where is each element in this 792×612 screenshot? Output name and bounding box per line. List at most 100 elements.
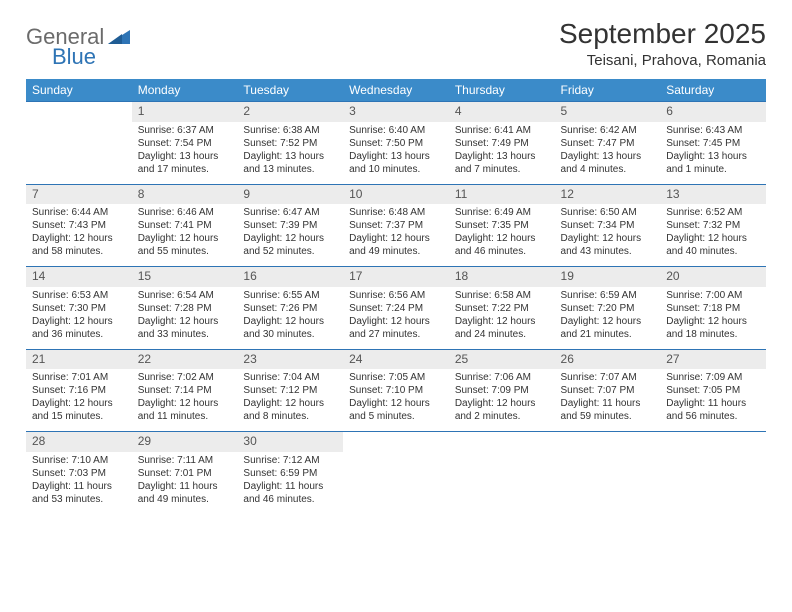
calendar-day-cell: 5Sunrise: 6:42 AMSunset: 7:47 PMDaylight… — [555, 101, 661, 184]
sunset-text: Sunset: 7:54 PM — [138, 137, 232, 150]
daylight-line2: and 52 minutes. — [243, 245, 337, 258]
daylight-line1: Daylight: 12 hours — [243, 315, 337, 328]
daylight-line2: and 59 minutes. — [561, 410, 655, 423]
day-details: Sunrise: 7:06 AMSunset: 7:09 PMDaylight:… — [449, 369, 555, 431]
calendar-day-cell: 6Sunrise: 6:43 AMSunset: 7:45 PMDaylight… — [660, 101, 766, 184]
calendar-body: 1Sunrise: 6:37 AMSunset: 7:54 PMDaylight… — [26, 101, 766, 514]
calendar-day-cell: 16Sunrise: 6:55 AMSunset: 7:26 PMDayligh… — [237, 266, 343, 349]
sunrise-text: Sunrise: 6:54 AM — [138, 289, 232, 302]
day-details: Sunrise: 7:09 AMSunset: 7:05 PMDaylight:… — [660, 369, 766, 431]
daylight-line1: Daylight: 13 hours — [138, 150, 232, 163]
sunrise-text: Sunrise: 7:05 AM — [349, 371, 443, 384]
day-number: 29 — [132, 431, 238, 452]
calendar-week-row: 7Sunrise: 6:44 AMSunset: 7:43 PMDaylight… — [26, 184, 766, 267]
sunrise-text: Sunrise: 6:55 AM — [243, 289, 337, 302]
day-details: Sunrise: 6:55 AMSunset: 7:26 PMDaylight:… — [237, 287, 343, 349]
day-details: Sunrise: 6:58 AMSunset: 7:22 PMDaylight:… — [449, 287, 555, 349]
calendar-day-cell: 30Sunrise: 7:12 AMSunset: 6:59 PMDayligh… — [237, 431, 343, 514]
day-details: Sunrise: 7:01 AMSunset: 7:16 PMDaylight:… — [26, 369, 132, 431]
daylight-line1: Daylight: 12 hours — [349, 397, 443, 410]
sunrise-text: Sunrise: 7:10 AM — [32, 454, 126, 467]
daylight-line1: Daylight: 12 hours — [32, 232, 126, 245]
day-details: Sunrise: 7:05 AMSunset: 7:10 PMDaylight:… — [343, 369, 449, 431]
daylight-line1: Daylight: 12 hours — [138, 315, 232, 328]
sunset-text: Sunset: 7:05 PM — [666, 384, 760, 397]
daylight-line2: and 1 minute. — [666, 163, 760, 176]
daylight-line1: Daylight: 12 hours — [349, 315, 443, 328]
daylight-line2: and 58 minutes. — [32, 245, 126, 258]
calendar-day-cell: 13Sunrise: 6:52 AMSunset: 7:32 PMDayligh… — [660, 184, 766, 267]
daylight-line1: Daylight: 11 hours — [666, 397, 760, 410]
day-details: Sunrise: 6:48 AMSunset: 7:37 PMDaylight:… — [343, 204, 449, 266]
day-details: Sunrise: 6:38 AMSunset: 7:52 PMDaylight:… — [237, 122, 343, 184]
sunset-text: Sunset: 7:39 PM — [243, 219, 337, 232]
day-details: Sunrise: 6:53 AMSunset: 7:30 PMDaylight:… — [26, 287, 132, 349]
weekday-header: Friday — [555, 79, 661, 101]
sunset-text: Sunset: 7:20 PM — [561, 302, 655, 315]
sunset-text: Sunset: 7:52 PM — [243, 137, 337, 150]
daylight-line1: Daylight: 12 hours — [455, 397, 549, 410]
day-number: 30 — [237, 431, 343, 452]
sunset-text: Sunset: 7:45 PM — [666, 137, 760, 150]
calendar-day-cell: 20Sunrise: 7:00 AMSunset: 7:18 PMDayligh… — [660, 266, 766, 349]
daylight-line1: Daylight: 12 hours — [138, 232, 232, 245]
calendar-day-cell — [449, 431, 555, 514]
calendar-day-cell: 22Sunrise: 7:02 AMSunset: 7:14 PMDayligh… — [132, 349, 238, 432]
day-details: Sunrise: 6:49 AMSunset: 7:35 PMDaylight:… — [449, 204, 555, 266]
weekday-header: Saturday — [660, 79, 766, 101]
daylight-line2: and 33 minutes. — [138, 328, 232, 341]
calendar-day-cell: 2Sunrise: 6:38 AMSunset: 7:52 PMDaylight… — [237, 101, 343, 184]
daylight-line1: Daylight: 13 hours — [243, 150, 337, 163]
sunset-text: Sunset: 7:03 PM — [32, 467, 126, 480]
daylight-line2: and 18 minutes. — [666, 328, 760, 341]
daylight-line1: Daylight: 12 hours — [666, 315, 760, 328]
day-details: Sunrise: 6:56 AMSunset: 7:24 PMDaylight:… — [343, 287, 449, 349]
sunrise-text: Sunrise: 6:48 AM — [349, 206, 443, 219]
sunset-text: Sunset: 7:07 PM — [561, 384, 655, 397]
calendar-day-cell: 21Sunrise: 7:01 AMSunset: 7:16 PMDayligh… — [26, 349, 132, 432]
day-details: Sunrise: 6:40 AMSunset: 7:50 PMDaylight:… — [343, 122, 449, 184]
title-block: September 2025 Teisani, Prahova, Romania — [559, 18, 766, 69]
sunset-text: Sunset: 7:16 PM — [32, 384, 126, 397]
day-number: 23 — [237, 349, 343, 370]
brand-part2: Blue — [52, 44, 96, 70]
weekday-header: Wednesday — [343, 79, 449, 101]
calendar-day-cell: 10Sunrise: 6:48 AMSunset: 7:37 PMDayligh… — [343, 184, 449, 267]
day-details: Sunrise: 7:00 AMSunset: 7:18 PMDaylight:… — [660, 287, 766, 349]
daylight-line2: and 5 minutes. — [349, 410, 443, 423]
location-text: Teisani, Prahova, Romania — [559, 52, 766, 69]
calendar-day-cell — [555, 431, 661, 514]
day-number: 21 — [26, 349, 132, 370]
sunrise-text: Sunrise: 7:09 AM — [666, 371, 760, 384]
day-number: 24 — [343, 349, 449, 370]
sunset-text: Sunset: 7:35 PM — [455, 219, 549, 232]
day-details: Sunrise: 6:46 AMSunset: 7:41 PMDaylight:… — [132, 204, 238, 266]
calendar-week-row: 21Sunrise: 7:01 AMSunset: 7:16 PMDayligh… — [26, 349, 766, 432]
sunset-text: Sunset: 7:43 PM — [32, 219, 126, 232]
calendar-day-cell: 9Sunrise: 6:47 AMSunset: 7:39 PMDaylight… — [237, 184, 343, 267]
calendar-day-cell: 1Sunrise: 6:37 AMSunset: 7:54 PMDaylight… — [132, 101, 238, 184]
daylight-line1: Daylight: 11 hours — [138, 480, 232, 493]
day-details: Sunrise: 6:47 AMSunset: 7:39 PMDaylight:… — [237, 204, 343, 266]
daylight-line2: and 15 minutes. — [32, 410, 126, 423]
calendar-day-cell: 17Sunrise: 6:56 AMSunset: 7:24 PMDayligh… — [343, 266, 449, 349]
daylight-line1: Daylight: 12 hours — [243, 397, 337, 410]
sunrise-text: Sunrise: 7:02 AM — [138, 371, 232, 384]
calendar-table: SundayMondayTuesdayWednesdayThursdayFrid… — [26, 79, 766, 514]
weekday-header: Tuesday — [237, 79, 343, 101]
daylight-line2: and 36 minutes. — [32, 328, 126, 341]
logo-mark-icon — [108, 24, 130, 50]
daylight-line2: and 10 minutes. — [349, 163, 443, 176]
daylight-line2: and 43 minutes. — [561, 245, 655, 258]
calendar-day-cell — [660, 431, 766, 514]
day-number: 18 — [449, 266, 555, 287]
sunset-text: Sunset: 7:18 PM — [666, 302, 760, 315]
daylight-line1: Daylight: 12 hours — [561, 315, 655, 328]
weekday-header: Sunday — [26, 79, 132, 101]
day-details: Sunrise: 6:41 AMSunset: 7:49 PMDaylight:… — [449, 122, 555, 184]
calendar-week-row: 28Sunrise: 7:10 AMSunset: 7:03 PMDayligh… — [26, 431, 766, 514]
sunrise-text: Sunrise: 7:01 AM — [32, 371, 126, 384]
sunset-text: Sunset: 7:10 PM — [349, 384, 443, 397]
daylight-line2: and 4 minutes. — [561, 163, 655, 176]
sunrise-text: Sunrise: 6:53 AM — [32, 289, 126, 302]
